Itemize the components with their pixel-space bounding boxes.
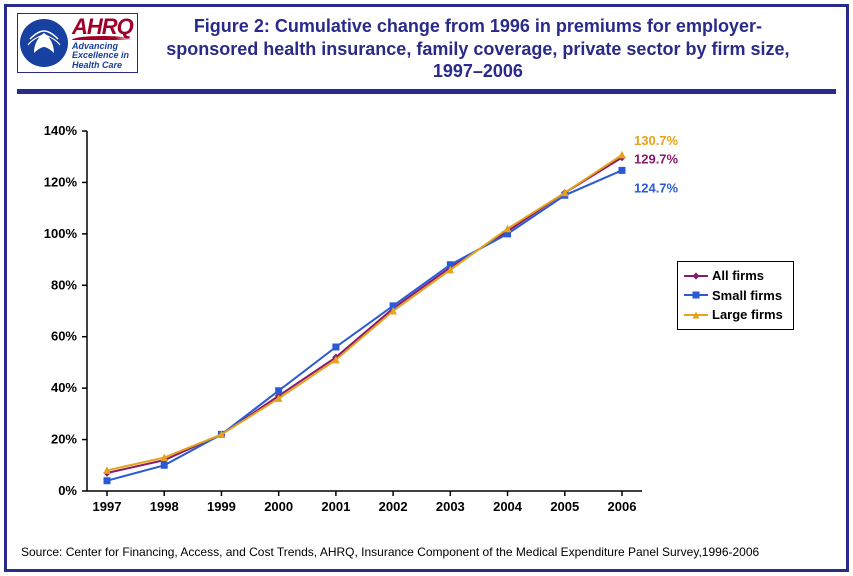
series-marker bbox=[333, 344, 339, 350]
series-marker bbox=[161, 462, 167, 468]
legend-label: Small firms bbox=[712, 286, 782, 306]
y-tick-label: 100% bbox=[44, 226, 78, 241]
series-marker bbox=[104, 478, 110, 484]
x-tick-label: 2006 bbox=[608, 499, 637, 514]
series-end-label: 129.7% bbox=[634, 151, 679, 166]
ahrq-swoosh-icon bbox=[72, 36, 133, 40]
chart-area: 0% 20% 40% 60% 80% 100% 120% 140% 1997 1998 1999 20… bbox=[17, 111, 836, 529]
series-marker bbox=[276, 388, 282, 394]
y-tick-label: 80% bbox=[51, 277, 77, 292]
header: AHRQ Advancing Excellence in Health Care… bbox=[7, 7, 846, 83]
figure-title: Figure 2: Cumulative change from 1996 in… bbox=[150, 13, 836, 83]
legend-swatch-icon bbox=[684, 309, 708, 321]
legend-item: Small firms bbox=[684, 286, 783, 306]
series-marker bbox=[619, 167, 625, 173]
legend-swatch-icon bbox=[684, 270, 708, 282]
series-end-label: 130.7% bbox=[634, 133, 679, 148]
x-tick-label: 2002 bbox=[379, 499, 408, 514]
y-tick-label: 40% bbox=[51, 380, 77, 395]
legend-label: All firms bbox=[712, 266, 764, 286]
series-line bbox=[107, 170, 622, 480]
x-tick-label: 1999 bbox=[207, 499, 236, 514]
x-tick-label: 1997 bbox=[93, 499, 122, 514]
series-end-label: 124.7% bbox=[634, 180, 679, 195]
x-tick-label: 2003 bbox=[436, 499, 465, 514]
x-tick-label: 2000 bbox=[264, 499, 293, 514]
y-tick-label: 60% bbox=[51, 329, 77, 344]
x-tick-label: 2001 bbox=[321, 499, 350, 514]
tagline-line: Health Care bbox=[72, 61, 133, 70]
legend-item: Large firms bbox=[684, 305, 783, 325]
y-tick-label: 0% bbox=[58, 483, 77, 498]
legend-label: Large firms bbox=[712, 305, 783, 325]
x-tick-label: 2005 bbox=[550, 499, 579, 514]
source-note: Source: Center for Financing, Access, an… bbox=[21, 545, 832, 559]
ahrq-wordmark: AHRQ bbox=[72, 16, 133, 38]
legend-item: All firms bbox=[684, 266, 783, 286]
y-tick-label: 120% bbox=[44, 174, 78, 189]
figure-frame: AHRQ Advancing Excellence in Health Care… bbox=[4, 4, 849, 572]
legend-swatch-icon bbox=[684, 289, 708, 301]
series-line bbox=[107, 155, 622, 471]
header-divider bbox=[17, 89, 836, 94]
hhs-seal-icon bbox=[20, 19, 68, 67]
ahrq-logo: AHRQ Advancing Excellence in Health Care bbox=[17, 13, 138, 73]
ahrq-text-block: AHRQ Advancing Excellence in Health Care bbox=[72, 16, 133, 70]
series-marker bbox=[619, 152, 625, 158]
legend: All firmsSmall firmsLarge firms bbox=[677, 261, 794, 330]
y-tick-label: 20% bbox=[51, 432, 77, 447]
x-tick-label: 2004 bbox=[493, 499, 523, 514]
y-tick-label: 140% bbox=[44, 123, 78, 138]
ahrq-tagline: Advancing Excellence in Health Care bbox=[72, 42, 133, 70]
x-tick-label: 1998 bbox=[150, 499, 179, 514]
